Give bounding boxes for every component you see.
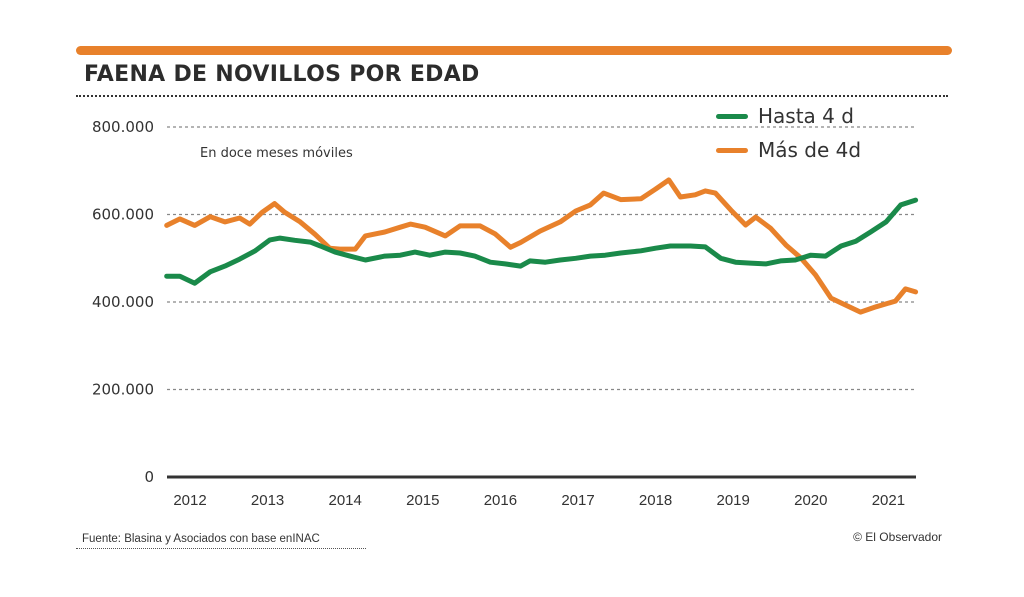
series-lines: [164, 177, 919, 315]
x-tick-label: 2016: [484, 492, 517, 509]
x-tick-label: 2012: [173, 492, 206, 509]
title-separator: [76, 95, 948, 97]
x-tick-label: 2020: [794, 492, 827, 509]
copyright-credit: © El Observador: [853, 530, 942, 544]
y-tick-label: 200.000: [92, 381, 154, 399]
chart-subtitle: En doce meses móviles: [200, 146, 353, 161]
y-tick-label: 400.000: [92, 293, 154, 311]
source-note: Fuente: Blasina y Asociados con base enI…: [82, 533, 320, 545]
x-tick-label: 2015: [406, 492, 439, 509]
x-tick-label: 2014: [329, 492, 362, 509]
y-axis-ticks: 0 200.000 400.000 600.000 800.000: [92, 118, 154, 486]
legend-item-hasta-4d: Hasta 4 d: [716, 99, 861, 133]
gridlines: [167, 126, 916, 479]
x-tick-label: 2021: [872, 492, 905, 509]
y-tick-label: 0: [144, 468, 154, 486]
x-tick-label: 2018: [639, 492, 672, 509]
x-tick-label: 2017: [561, 492, 594, 509]
chart-title: FAENA DE NOVILLOS POR EDAD: [84, 62, 480, 87]
x-tick-label: 2013: [251, 492, 284, 509]
footer-separator: [76, 548, 366, 549]
legend-item-mas-de-4d: Más de 4d: [716, 133, 861, 167]
legend: Hasta 4 d Más de 4d: [716, 99, 861, 167]
header-accent-bar: [76, 46, 952, 55]
legend-swatch-orange: [716, 147, 748, 153]
x-tick-label: 2019: [717, 492, 750, 509]
legend-label: Más de 4d: [758, 138, 862, 162]
legend-swatch-green: [716, 113, 748, 119]
series-line-mas-de-4d: [164, 177, 919, 315]
x-axis-ticks: 2012 2013 2014 2015 2016 2017 2018 2019 2020 2021: [173, 492, 905, 509]
series-line-hasta-4d: [164, 197, 919, 286]
y-tick-label: 800.000: [92, 118, 154, 136]
legend-label: Hasta 4 d: [758, 104, 854, 128]
y-tick-label: 600.000: [92, 206, 154, 224]
